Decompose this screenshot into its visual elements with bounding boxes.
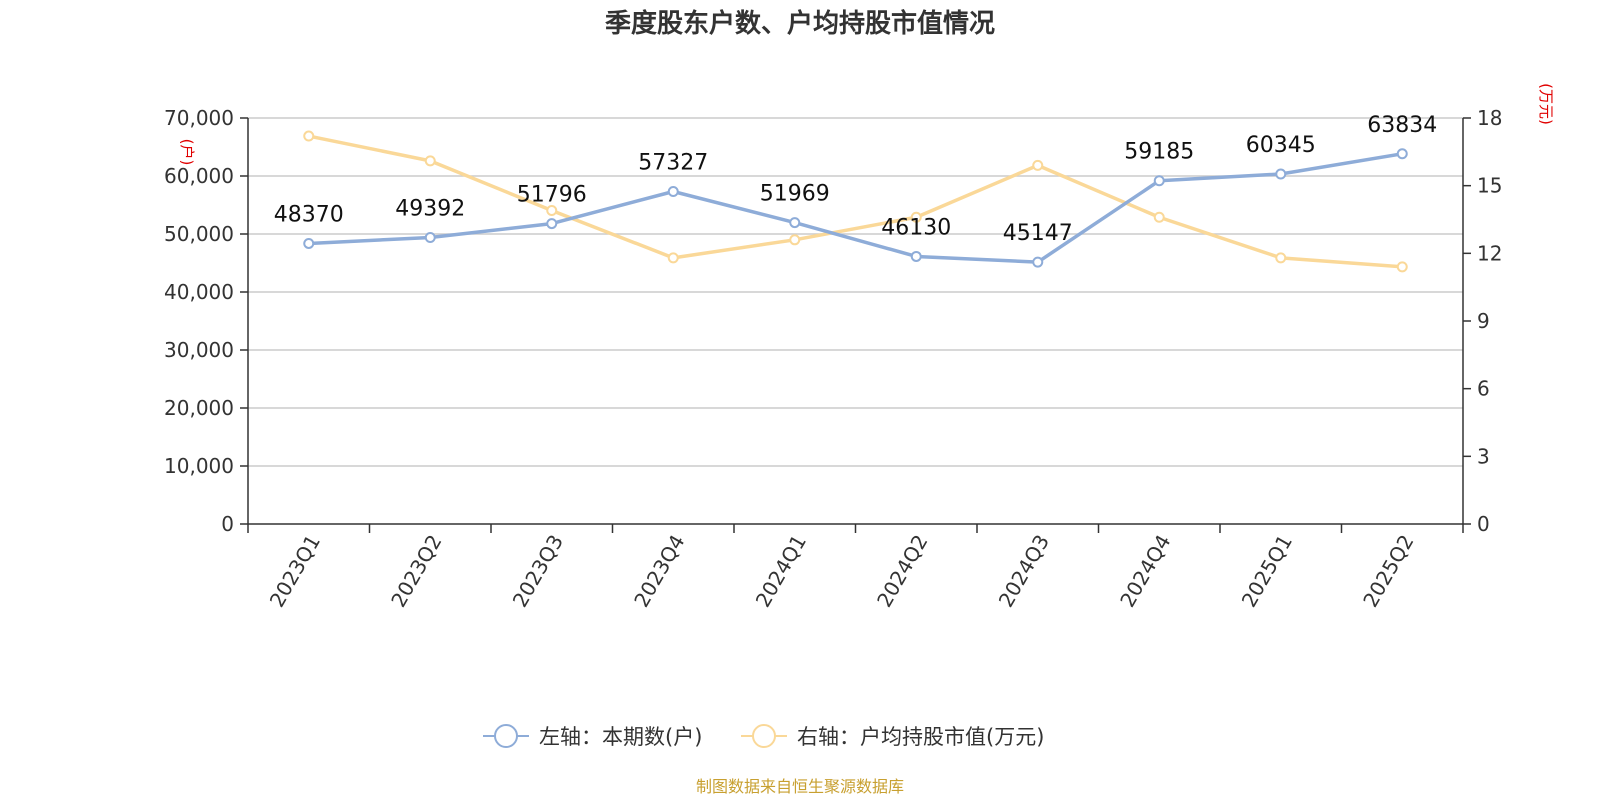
legend-label: 左轴：本期数(户)	[539, 725, 702, 749]
left-series-point	[1032, 256, 1044, 268]
x-tick-label: 2023Q2	[386, 531, 446, 612]
left-series-point	[1396, 148, 1408, 160]
right-series-point	[1275, 252, 1287, 264]
x-tick-label: 2023Q3	[508, 531, 568, 612]
right-series-point	[1153, 211, 1165, 223]
legend-marker	[494, 724, 518, 748]
left-series-point	[546, 218, 558, 230]
x-tick-label: 2024Q2	[872, 531, 932, 612]
x-tick-label: 2025Q2	[1358, 531, 1418, 612]
x-tick-label: 2024Q4	[1115, 531, 1175, 612]
legend-item-left[interactable]: 左轴：本期数(户)	[483, 724, 702, 749]
right-tick-label: 15	[1477, 174, 1502, 198]
left-tick-label: 20,000	[164, 396, 234, 420]
left-series-point	[1153, 175, 1165, 187]
left-series-point	[667, 186, 679, 198]
x-tick-label: 2024Q1	[751, 531, 811, 612]
right-series-point	[424, 155, 436, 167]
left-tick-label: 40,000	[164, 280, 234, 304]
right-series-point	[789, 234, 801, 246]
data-label: 57327	[638, 151, 708, 176]
axes: 0 10,000 20,000 30,000 40,000 50,000 60,000 70,…	[164, 106, 1502, 611]
right-series-point	[667, 252, 679, 264]
left-series-point	[303, 237, 315, 249]
left-tick-label: 10,000	[164, 454, 234, 478]
right-tick-label: 3	[1477, 444, 1490, 468]
right-tick-label: 12	[1477, 241, 1502, 265]
right-tick-label: 9	[1477, 309, 1490, 333]
right-series-point	[1032, 159, 1044, 171]
left-series-point	[789, 217, 801, 229]
x-tick-label: 2025Q1	[1237, 531, 1297, 612]
right-tick-label: 0	[1477, 512, 1490, 536]
right-series-point	[303, 130, 315, 142]
data-label: 51969	[760, 182, 830, 207]
data-label: 59185	[1124, 140, 1194, 165]
left-series-line	[308, 152, 1403, 264]
left-tick-label: 30,000	[164, 338, 234, 362]
source-note: 制图数据来自恒生聚源数据库	[696, 777, 904, 796]
right-series-point	[1396, 261, 1408, 273]
data-label: 49392	[395, 197, 465, 222]
legend-label: 右轴：户均持股市值(万元)	[797, 725, 1044, 749]
right-tick-label: 18	[1477, 106, 1502, 130]
x-tick-label: 2024Q3	[994, 531, 1054, 612]
x-tick-label: 2023Q4	[629, 531, 689, 612]
left-series-point	[424, 232, 436, 244]
data-label: 60345	[1246, 133, 1316, 158]
left-tick-label: 70,000	[164, 106, 234, 130]
legend-marker	[752, 724, 776, 748]
data-labels: 48370 49392 51796 57327 51969 46130 45147 59185…	[274, 113, 1438, 246]
left-series-point	[1275, 168, 1287, 180]
left-series-point	[910, 250, 922, 262]
left-tick-label: 50,000	[164, 222, 234, 246]
data-label: 46130	[881, 215, 951, 240]
x-tick-label: 2023Q1	[265, 531, 325, 612]
data-label: 63834	[1367, 113, 1437, 138]
right-axis-unit: (万元)	[1537, 83, 1555, 125]
right-tick-label: 6	[1477, 377, 1490, 401]
right-series-point	[910, 211, 922, 223]
left-tick-label: 0	[221, 512, 234, 536]
left-tick-label: 60,000	[164, 164, 234, 188]
series-layer	[303, 130, 1408, 273]
data-label: 48370	[274, 202, 344, 227]
right-series-line	[308, 134, 1403, 269]
left-axis-unit: (户)	[178, 139, 196, 166]
chart-title: 季度股东户数、户均持股市值情况	[605, 8, 995, 39]
data-label: 51796	[517, 183, 587, 208]
right-series-point	[546, 204, 558, 216]
data-label: 45147	[1003, 221, 1073, 246]
legend-item-right[interactable]: 右轴：户均持股市值(万元)	[741, 724, 1044, 749]
legend[interactable]: 左轴：本期数(户) 右轴：户均持股市值(万元)	[483, 724, 1044, 749]
